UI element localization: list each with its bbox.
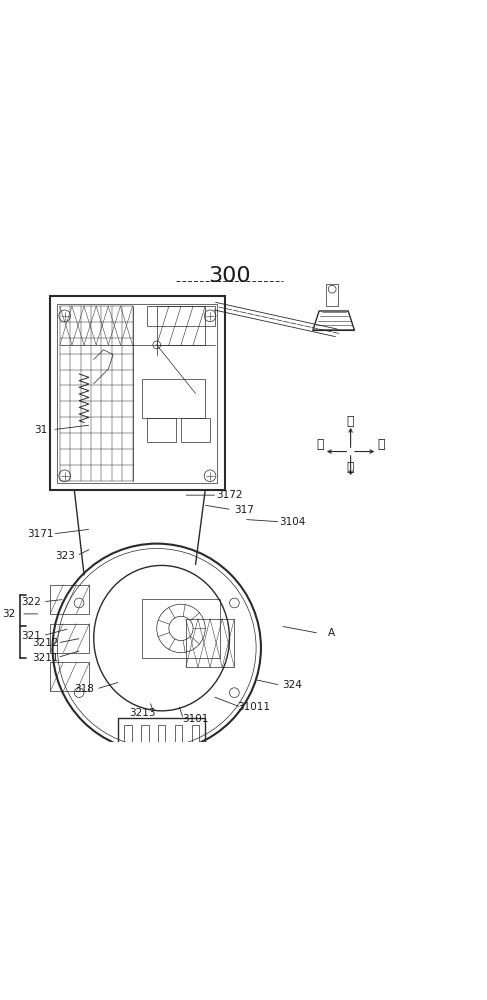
Text: 318: 318 [74, 684, 94, 694]
Bar [124, 725, 131, 745]
Bar [50, 296, 225, 490]
Text: 322: 322 [21, 597, 41, 607]
Text: 3172: 3172 [216, 490, 243, 500]
Bar [142, 599, 220, 658]
Bar [157, 306, 205, 345]
Bar [141, 725, 149, 745]
Text: 321: 321 [21, 631, 41, 641]
Bar [147, 418, 176, 442]
Text: 3212: 3212 [32, 638, 58, 648]
Text: A: A [328, 628, 335, 638]
Text: 下: 下 [347, 461, 355, 474]
Bar [181, 418, 210, 442]
Bar [326, 284, 338, 306]
Bar [175, 725, 183, 745]
Bar [118, 718, 205, 747]
Text: 3213: 3213 [129, 708, 155, 718]
Bar [147, 306, 215, 326]
Text: 3171: 3171 [27, 529, 54, 539]
Text: 右: 右 [377, 438, 385, 451]
Text: 3211: 3211 [32, 653, 58, 663]
Bar [142, 379, 205, 418]
Bar [50, 624, 89, 653]
Bar [158, 725, 166, 745]
Text: 324: 324 [282, 680, 302, 690]
Text: 3101: 3101 [182, 714, 209, 724]
Bar [50, 585, 89, 614]
Bar [192, 725, 199, 745]
Text: 317: 317 [234, 505, 254, 515]
Text: 300: 300 [208, 266, 251, 286]
Bar [186, 619, 234, 667]
Text: 3104: 3104 [279, 517, 306, 527]
Text: 32: 32 [2, 609, 16, 619]
Text: 上: 上 [347, 415, 355, 428]
Text: 31011: 31011 [237, 702, 270, 712]
Text: 323: 323 [55, 551, 75, 561]
Text: 31: 31 [34, 425, 47, 435]
Bar [57, 304, 217, 483]
Text: 左: 左 [317, 438, 324, 451]
Bar [50, 662, 89, 691]
